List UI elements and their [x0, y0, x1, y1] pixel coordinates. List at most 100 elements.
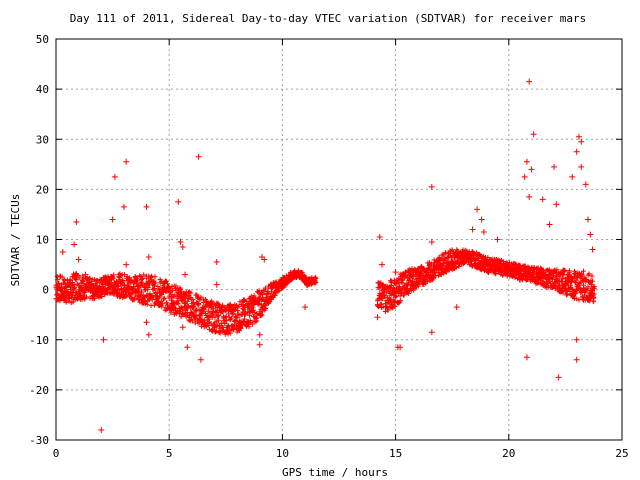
data-point-marker: [411, 287, 417, 293]
data-point-marker: [252, 309, 258, 315]
data-point-marker: [87, 276, 93, 282]
data-point-marker: [124, 274, 130, 280]
data-point-marker: [243, 310, 249, 316]
data-point-marker: [251, 307, 257, 313]
data-point-marker: [138, 293, 144, 299]
data-point-marker: [246, 296, 252, 302]
data-point-marker: [416, 269, 422, 275]
data-point-marker: [145, 287, 151, 293]
data-point-marker: [313, 280, 319, 286]
data-point-marker: [562, 267, 568, 273]
data-point-marker: [560, 275, 566, 281]
data-point-marker: [238, 326, 244, 332]
y-tick-label: -30: [29, 434, 49, 447]
data-point-marker: [256, 331, 263, 338]
data-point-marker: [590, 278, 596, 284]
data-point-marker: [175, 301, 181, 307]
x-tick-label: 10: [276, 447, 289, 460]
data-point-marker: [223, 314, 229, 320]
data-point-marker: [392, 298, 398, 304]
data-point-marker: [73, 277, 79, 283]
data-point-marker: [202, 317, 208, 323]
data-point-marker: [178, 286, 184, 292]
data-point-marker: [437, 257, 443, 263]
data-point-marker: [62, 281, 68, 287]
data-point-marker: [186, 317, 192, 323]
data-point-marker: [73, 218, 80, 225]
data-point-marker: [178, 314, 184, 320]
data-point-marker: [82, 271, 89, 278]
data-point-marker: [152, 280, 158, 286]
data-point-marker: [165, 302, 171, 308]
data-point-marker: [246, 324, 252, 330]
data-point-marker: [560, 290, 566, 296]
data-point-marker: [535, 280, 541, 286]
data-point-marker: [397, 344, 404, 351]
data-point-marker: [121, 282, 127, 288]
data-point-marker: [145, 331, 152, 338]
data-point-marker: [107, 280, 113, 286]
data-point-marker: [185, 304, 191, 310]
data-point-marker: [528, 166, 535, 173]
data-point-marker: [453, 304, 460, 311]
data-point-marker: [573, 336, 580, 343]
data-point-marker: [377, 284, 383, 290]
data-point-marker: [587, 231, 594, 238]
data-point-marker: [558, 287, 564, 293]
data-point-marker: [190, 297, 196, 303]
data-point-marker: [282, 282, 288, 288]
data-point-marker: [518, 266, 524, 272]
data-point-marker: [200, 296, 206, 302]
data-point-marker: [581, 268, 587, 274]
data-point-marker: [180, 306, 186, 312]
data-point-marker: [251, 302, 257, 308]
x-tick-label: 20: [502, 447, 515, 460]
data-point-marker: [398, 287, 404, 293]
data-point-marker: [206, 316, 212, 322]
data-point-marker: [473, 257, 479, 263]
data-point-marker: [260, 292, 266, 298]
data-point-marker: [379, 261, 386, 268]
data-point-marker: [591, 291, 597, 297]
data-point-marker: [589, 292, 595, 298]
data-point-marker: [386, 296, 392, 302]
data-point-marker: [530, 272, 536, 278]
data-point-marker: [188, 290, 194, 296]
data-point-marker: [98, 426, 105, 433]
data-point-marker: [175, 198, 182, 205]
data-point-marker: [573, 291, 579, 297]
data-point-marker: [195, 153, 202, 160]
data-point-marker: [523, 158, 530, 165]
data-point-marker: [428, 329, 435, 336]
data-point-marker: [165, 281, 171, 287]
data-point-marker: [120, 277, 126, 283]
data-point-marker: [585, 216, 592, 223]
data-point-marker: [215, 301, 221, 307]
data-point-marker: [580, 296, 587, 303]
data-point-marker: [138, 276, 144, 282]
data-point-marker: [121, 272, 127, 278]
grid-lines: [56, 39, 622, 440]
data-point-marker: [517, 276, 524, 283]
data-point-marker: [391, 303, 397, 309]
data-point-marker: [225, 331, 231, 337]
data-point-marker: [312, 279, 318, 285]
data-point-marker: [208, 305, 214, 311]
data-point-marker: [256, 301, 262, 307]
data-point-marker: [441, 255, 447, 261]
y-tick-label: 10: [36, 234, 49, 247]
data-point-marker: [184, 292, 190, 298]
data-point-marker: [114, 283, 120, 289]
data-point-marker: [60, 285, 66, 291]
data-point-marker: [72, 284, 78, 290]
data-point-marker: [376, 233, 383, 240]
data-point-marker: [112, 287, 118, 293]
data-point-marker: [555, 374, 562, 381]
data-point-marker: [208, 321, 214, 327]
y-tick-label: 20: [36, 183, 49, 196]
data-point-marker: [123, 158, 130, 165]
data-point-marker: [575, 133, 582, 140]
data-point-marker: [140, 276, 146, 282]
data-point-marker: [485, 254, 491, 260]
